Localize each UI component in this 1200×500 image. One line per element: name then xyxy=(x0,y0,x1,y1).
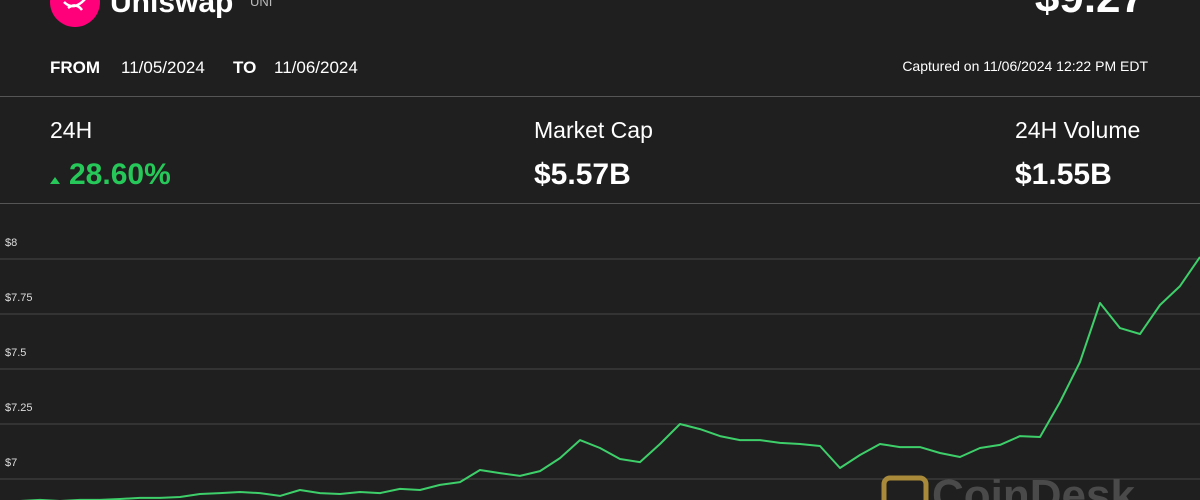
from-date: 11/05/2024 xyxy=(121,58,205,77)
y-tick-label: $7 xyxy=(5,457,17,469)
stat-label: Market Cap xyxy=(534,117,653,143)
price: $9.27 xyxy=(1035,0,1145,22)
to-label: TO xyxy=(233,58,256,77)
from-label: FROM xyxy=(50,58,100,77)
captured: Captured on 11/06/2024 12:22 PM EDT xyxy=(902,58,1148,74)
y-tick-label: $7.75 xyxy=(5,292,33,304)
stat-value: 28.60% xyxy=(69,158,171,191)
coin-symbol: UNI xyxy=(250,0,272,9)
y-tick-label: $8 xyxy=(5,237,17,249)
stat-label: 24H xyxy=(50,117,92,143)
stat-label: 24H Volume xyxy=(1015,117,1140,143)
watermark-icon xyxy=(881,475,929,500)
watermark: CoinDesk xyxy=(932,471,1135,500)
y-tick-label: $7.25 xyxy=(5,402,33,414)
y-tick-label: $7.5 xyxy=(5,347,26,359)
plot: $7 $7.25 $7.5 $7.75 $8 xyxy=(0,237,1200,500)
to-date: 11/06/2024 xyxy=(274,58,358,77)
up-arrow xyxy=(50,177,60,184)
stat-value: $1.55B xyxy=(1015,158,1112,191)
logo xyxy=(50,0,100,27)
price-line xyxy=(0,256,1200,500)
coin-name: Uniswap xyxy=(110,0,233,19)
logo-icon xyxy=(63,0,86,11)
stat-value: $5.57B xyxy=(534,158,631,191)
